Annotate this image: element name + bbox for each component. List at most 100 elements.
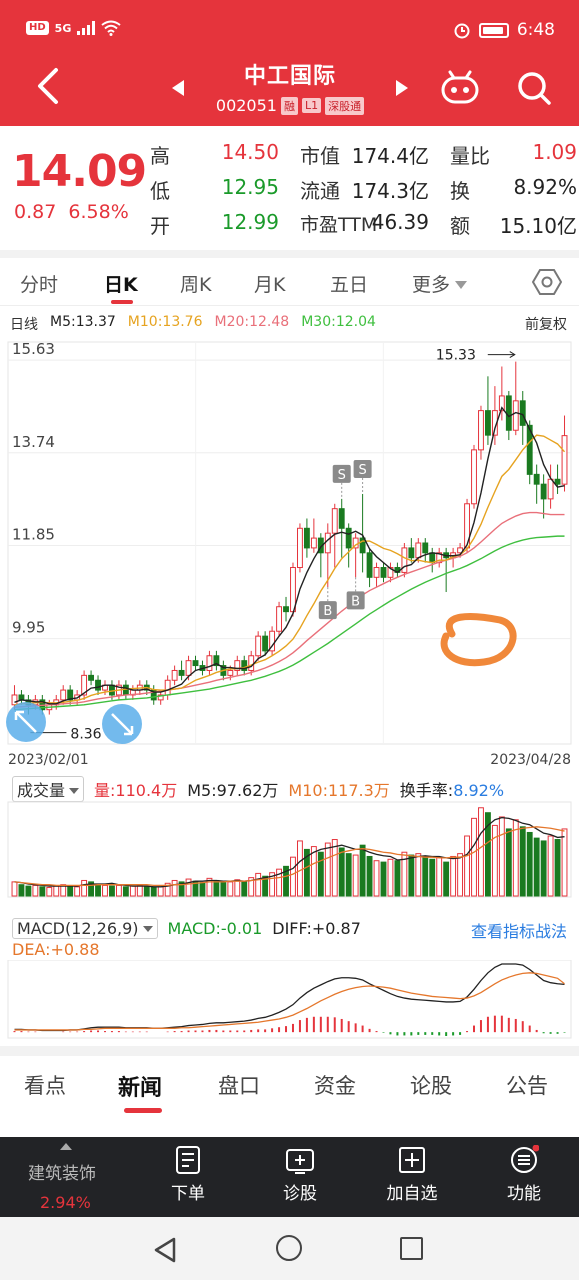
x-end-label: 2023/04/28 (490, 752, 571, 766)
candle-body (206, 655, 213, 671)
nav-back-icon[interactable] (152, 1237, 178, 1263)
nav-recent-icon[interactable] (400, 1237, 423, 1260)
float-label: 流通 (300, 179, 340, 203)
annotation-circle (440, 613, 517, 667)
candle (436, 547, 443, 568)
candle-body (213, 655, 220, 667)
diagnose-button[interactable]: 诊股 (260, 1145, 340, 1204)
adjust-mode[interactable]: 前复权 (525, 317, 567, 333)
period-tabs: 分时 日K 周K 月K 五日 更多 (0, 258, 579, 306)
candle (297, 523, 303, 573)
candle (269, 626, 276, 656)
ma5-value: M5:13.37 (50, 314, 116, 330)
tag-margin: 融 (280, 96, 298, 115)
volume-bar (415, 853, 422, 897)
volume-chart[interactable] (0, 800, 579, 900)
volume-bar (25, 885, 32, 897)
nav-home-icon[interactable] (276, 1235, 302, 1261)
candle (122, 680, 129, 700)
macd-indicator-select[interactable]: MACD(12,26,9) (12, 918, 158, 939)
volume-bar (115, 884, 122, 897)
menu-button[interactable]: 功能 (484, 1145, 564, 1204)
volume-bar (359, 844, 366, 897)
tab-news[interactable]: 新闻 (118, 1076, 163, 1101)
ma-period-label: 日线 (10, 317, 38, 333)
volume-bar (276, 868, 282, 897)
candle-body (95, 679, 101, 691)
tab-more[interactable]: 更多 (412, 270, 468, 297)
candle (547, 464, 554, 509)
volume-indicator-select[interactable]: 成交量 (12, 776, 85, 802)
candle (262, 631, 269, 656)
assistant-robot-icon[interactable] (440, 70, 480, 106)
volume-bar (185, 878, 192, 897)
add-watchlist-label: 加自选 (386, 1184, 438, 1204)
volume-bar (88, 881, 95, 897)
kline-chart[interactable]: 15.63 13.74 11.85 9.95 S B S B 15.33 8.36 2023/02/… (0, 336, 579, 766)
volume-bar (283, 865, 289, 897)
sector-pct: 2.94% (40, 1193, 91, 1212)
next-stock-arrow-icon[interactable] (396, 80, 408, 96)
marker-label: B (323, 604, 332, 619)
volume-bar (81, 879, 88, 897)
buy-marker: B (318, 587, 337, 620)
back-arrow-icon[interactable] (30, 64, 70, 108)
volume-bar (394, 860, 401, 897)
bottom-action-bar: 建筑装饰 2.94% 下单 诊股 加自选 功能 (0, 1137, 579, 1217)
candle-body (164, 679, 171, 696)
tag-connect: 深股通 (325, 96, 365, 115)
macd-frame (7, 960, 572, 1039)
add-watchlist-button[interactable]: 加自选 (372, 1145, 452, 1204)
candle (283, 596, 289, 622)
tab-funds[interactable]: 资金 (314, 1074, 356, 1098)
candle (171, 665, 178, 686)
candle (164, 675, 171, 700)
chart-settings-icon[interactable] (532, 268, 562, 296)
tab-weekly[interactable]: 周K (180, 274, 212, 296)
tab-announcements[interactable]: 公告 (506, 1074, 548, 1098)
tab-intraday[interactable]: 分时 (20, 274, 59, 296)
tab-highlights[interactable]: 看点 (24, 1074, 66, 1098)
float-value: 174.3亿 (351, 179, 429, 203)
volume-bar (74, 886, 81, 897)
volume-ma5: M5:97.62万 (187, 781, 279, 800)
prev-stock-arrow-icon[interactable] (172, 80, 184, 96)
tab-monthly[interactable]: 月K (254, 274, 286, 296)
candle (561, 415, 568, 492)
volume-bar (331, 839, 338, 897)
volume-bar (436, 856, 443, 897)
marker-box (353, 459, 372, 478)
tab-five-day[interactable]: 五日 (330, 270, 368, 297)
candle-body (561, 435, 568, 485)
stock-code: 002051 (215, 96, 277, 115)
candle-body (547, 478, 554, 500)
high-value: 14.50 (221, 140, 279, 164)
order-button[interactable]: 下单 (148, 1145, 228, 1204)
chevron-down-icon (69, 788, 80, 794)
volume-bar (561, 828, 568, 897)
candle (533, 464, 540, 504)
volume-bar (512, 819, 519, 897)
candle (11, 685, 18, 710)
tab-discussion[interactable]: 论股 (410, 1074, 452, 1098)
candle-body (422, 542, 429, 554)
indicator-strategy-link[interactable]: 查看指标战法 (470, 922, 567, 941)
stock-title-box: 中工国际 002051 融 L1 深股通 (170, 58, 410, 115)
candle-body (248, 655, 255, 671)
y-tick-label: 11.85 (12, 525, 55, 543)
wifi-icon (101, 20, 121, 36)
candle (359, 493, 366, 573)
search-icon[interactable] (514, 68, 554, 108)
candle-body (429, 552, 436, 564)
status-bar-right: 6:48 (453, 20, 555, 40)
volume-bar (491, 824, 498, 897)
macd-chart[interactable] (0, 960, 579, 1040)
turnover-label: 换 (450, 179, 470, 203)
macd-indicator-label: MACD(12,26,9) (17, 919, 139, 938)
max-price-label: 15.33 (436, 348, 476, 364)
tab-orderbook[interactable]: 盘口 (218, 1074, 260, 1098)
candle (338, 498, 345, 558)
section-divider (0, 1046, 579, 1056)
tab-daily[interactable]: 日K (104, 274, 138, 296)
volume-bar (234, 879, 241, 897)
